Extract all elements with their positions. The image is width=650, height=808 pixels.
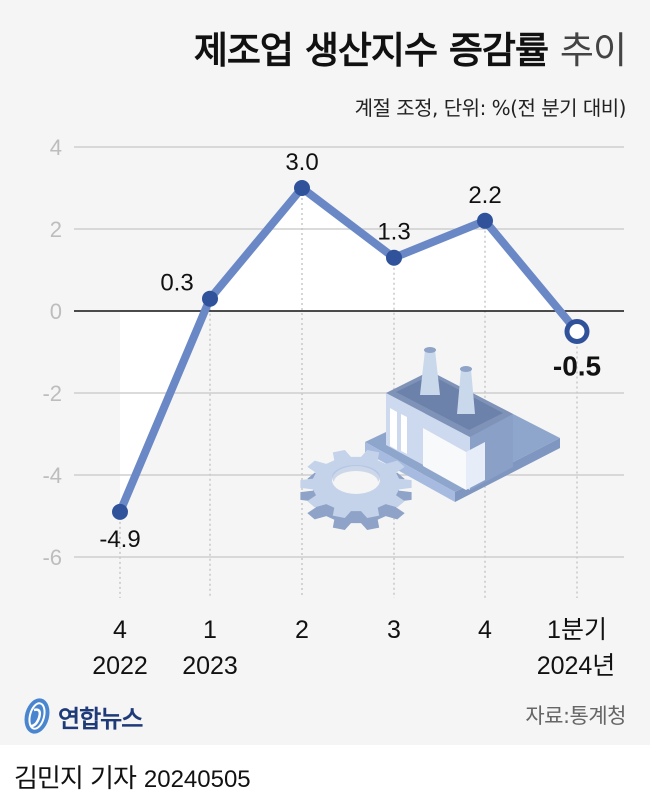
x-tick-label: 1분기 xyxy=(547,616,607,644)
data-value-label: 1.3 xyxy=(377,219,410,246)
data-value-label: -4.9 xyxy=(99,526,140,553)
data-point-marker xyxy=(112,503,128,520)
yonhap-logo: 연합뉴스 xyxy=(22,693,143,739)
x-axis-ticks: 4 2022 1 2023 2 3 4 1분기 2024년 xyxy=(92,616,615,680)
x-tick-year-label: 2022 xyxy=(92,652,148,680)
data-value-label: 0.3 xyxy=(160,270,193,297)
line-chart: 4 2 0 -2 -4 -6 -4.9 0.3 3.0 1.3 2.2 -0.5 4 2022 1 202… xyxy=(42,135,624,680)
data-value-label: 3.0 xyxy=(285,149,318,176)
title-light: 추이 xyxy=(559,29,627,72)
x-tick-label: 4 xyxy=(478,616,492,644)
data-point-marker xyxy=(294,180,310,196)
x-tick-label: 1 xyxy=(203,616,217,644)
data-point-marker xyxy=(477,212,493,229)
factory-gear-illustration xyxy=(300,347,560,530)
x-tick-label: 2 xyxy=(295,616,309,644)
y-tick-label: 4 xyxy=(50,135,62,160)
data-value-label: -0.5 xyxy=(553,351,601,382)
y-tick-label: -6 xyxy=(42,545,62,570)
x-tick-label: 4 xyxy=(113,616,127,644)
data-point-marker xyxy=(386,249,402,266)
gridlines xyxy=(74,146,624,558)
x-tick-year-label: 2024년 xyxy=(537,652,616,680)
byline: 김민지 기자 20240505 xyxy=(14,758,251,795)
data-labels: -4.9 0.3 3.0 1.3 2.2 -0.5 xyxy=(99,149,601,553)
x-tick-year-label: 2023 xyxy=(182,652,238,680)
title-bold: 제조업 생산지수 증감률 xyxy=(193,29,549,72)
publish-date: 20240505 xyxy=(143,766,251,793)
data-series xyxy=(112,180,590,520)
y-axis-ticks: 4 2 0 -2 -4 -6 xyxy=(42,135,62,570)
yonhap-globe-icon xyxy=(24,698,50,734)
data-point-marker xyxy=(564,319,590,344)
chart-subtitle: 계절 조정, 단위: %(전 분기 대비) xyxy=(354,96,627,120)
logo-text: 연합뉴스 xyxy=(58,704,143,733)
y-tick-label: 0 xyxy=(50,299,62,324)
data-point-marker xyxy=(202,290,218,307)
x-tick-label: 3 xyxy=(387,616,401,644)
source-note: 자료:통계청 xyxy=(525,704,626,728)
y-tick-label: -4 xyxy=(42,463,62,488)
y-tick-label: 2 xyxy=(50,217,62,242)
infographic-panel xyxy=(0,0,650,745)
series-line xyxy=(116,184,581,514)
chart-title: 제조업 생산지수 증감률 추이 xyxy=(193,20,627,74)
reporter-name: 김민지 기자 xyxy=(14,764,137,794)
y-tick-label: -2 xyxy=(42,381,62,406)
data-value-label: 2.2 xyxy=(468,182,501,209)
